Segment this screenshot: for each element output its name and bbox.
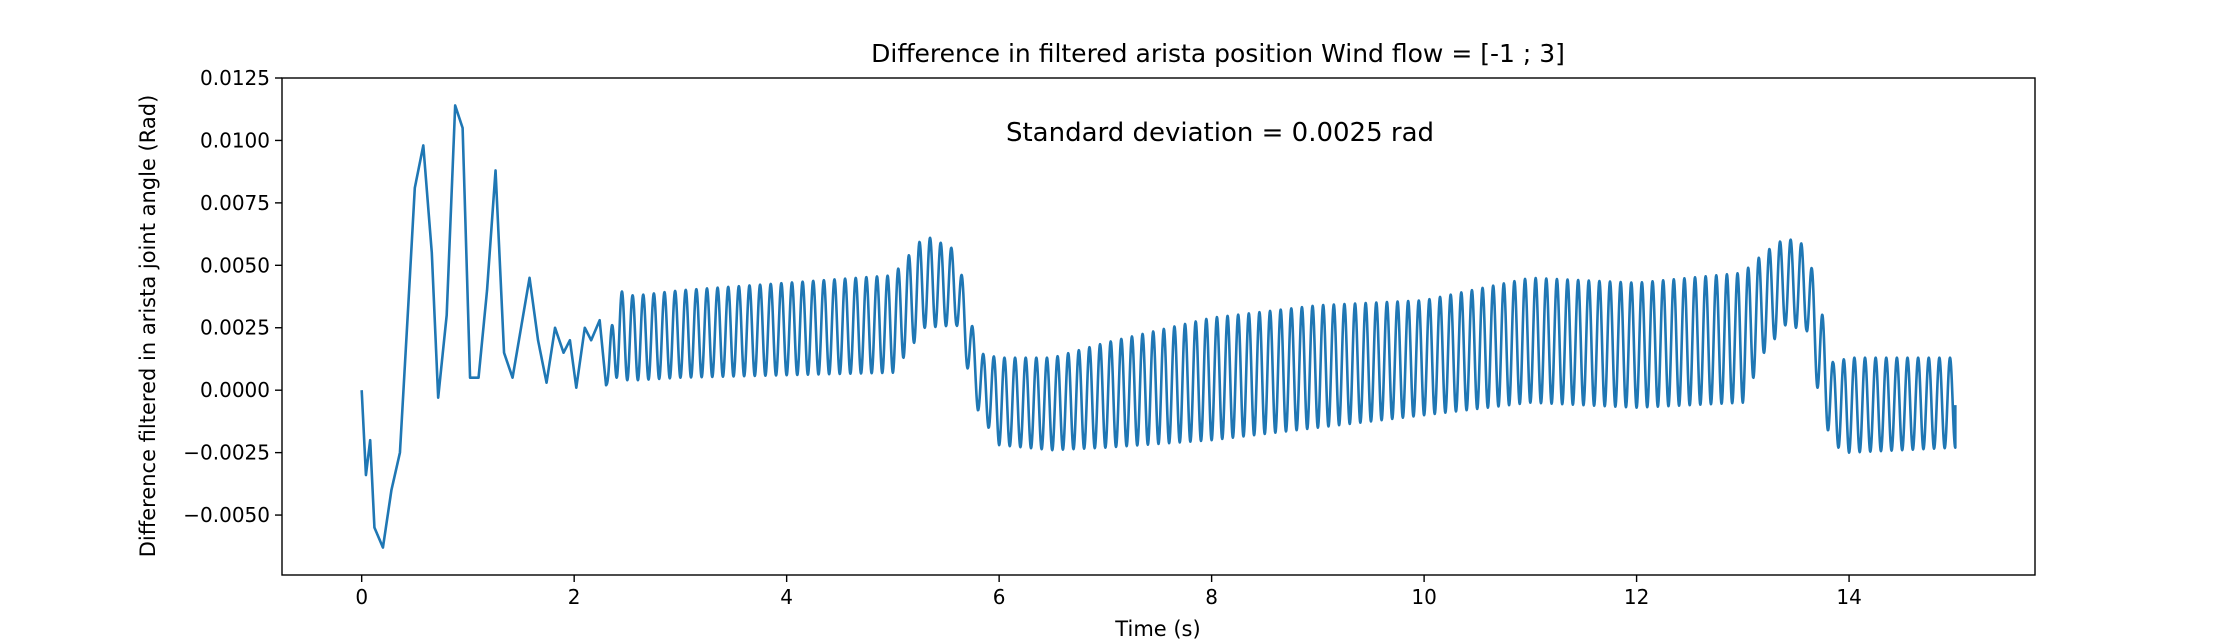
x-tick-label: 4 bbox=[780, 585, 793, 609]
plot-area bbox=[281, 77, 2036, 576]
y-tick-label: 0.0100 bbox=[200, 128, 270, 152]
y-tick-label: −0.0050 bbox=[183, 503, 270, 527]
x-axis-ticks: 0 2 4 6 8 10 12 14 bbox=[355, 575, 1862, 609]
y-tick-label: 0.0125 bbox=[200, 66, 270, 90]
x-tick-label: 10 bbox=[1411, 585, 1436, 609]
y-axis-label: Difference filtered in arista joint angl… bbox=[136, 95, 160, 558]
x-tick-label: 6 bbox=[993, 585, 1006, 609]
x-tick-label: 14 bbox=[1836, 585, 1861, 609]
series-line bbox=[360, 104, 1957, 549]
series-line-layer bbox=[360, 104, 1957, 549]
x-tick-label: 12 bbox=[1624, 585, 1649, 609]
y-tick-label: 0.0025 bbox=[200, 316, 270, 340]
y-tick-label: −0.0025 bbox=[183, 441, 270, 465]
stddev-annotation: Standard deviation = 0.0025 rad bbox=[1006, 118, 1434, 148]
plot-frame bbox=[281, 77, 2036, 576]
y-tick-label: 0.0075 bbox=[200, 191, 270, 215]
x-tick-label: 2 bbox=[568, 585, 581, 609]
chart-title: Difference in filtered arista position W… bbox=[871, 39, 1565, 68]
y-axis-ticks: −0.0050 −0.0025 0.0000 0.0025 0.0050 0.0075 0.… bbox=[183, 66, 282, 527]
x-axis-label: Time (s) bbox=[1114, 617, 1200, 640]
x-tick-label: 0 bbox=[355, 585, 368, 609]
y-tick-label: 0.0050 bbox=[200, 253, 270, 277]
y-tick-label: 0.0000 bbox=[200, 378, 270, 402]
x-tick-label: 8 bbox=[1205, 585, 1218, 609]
